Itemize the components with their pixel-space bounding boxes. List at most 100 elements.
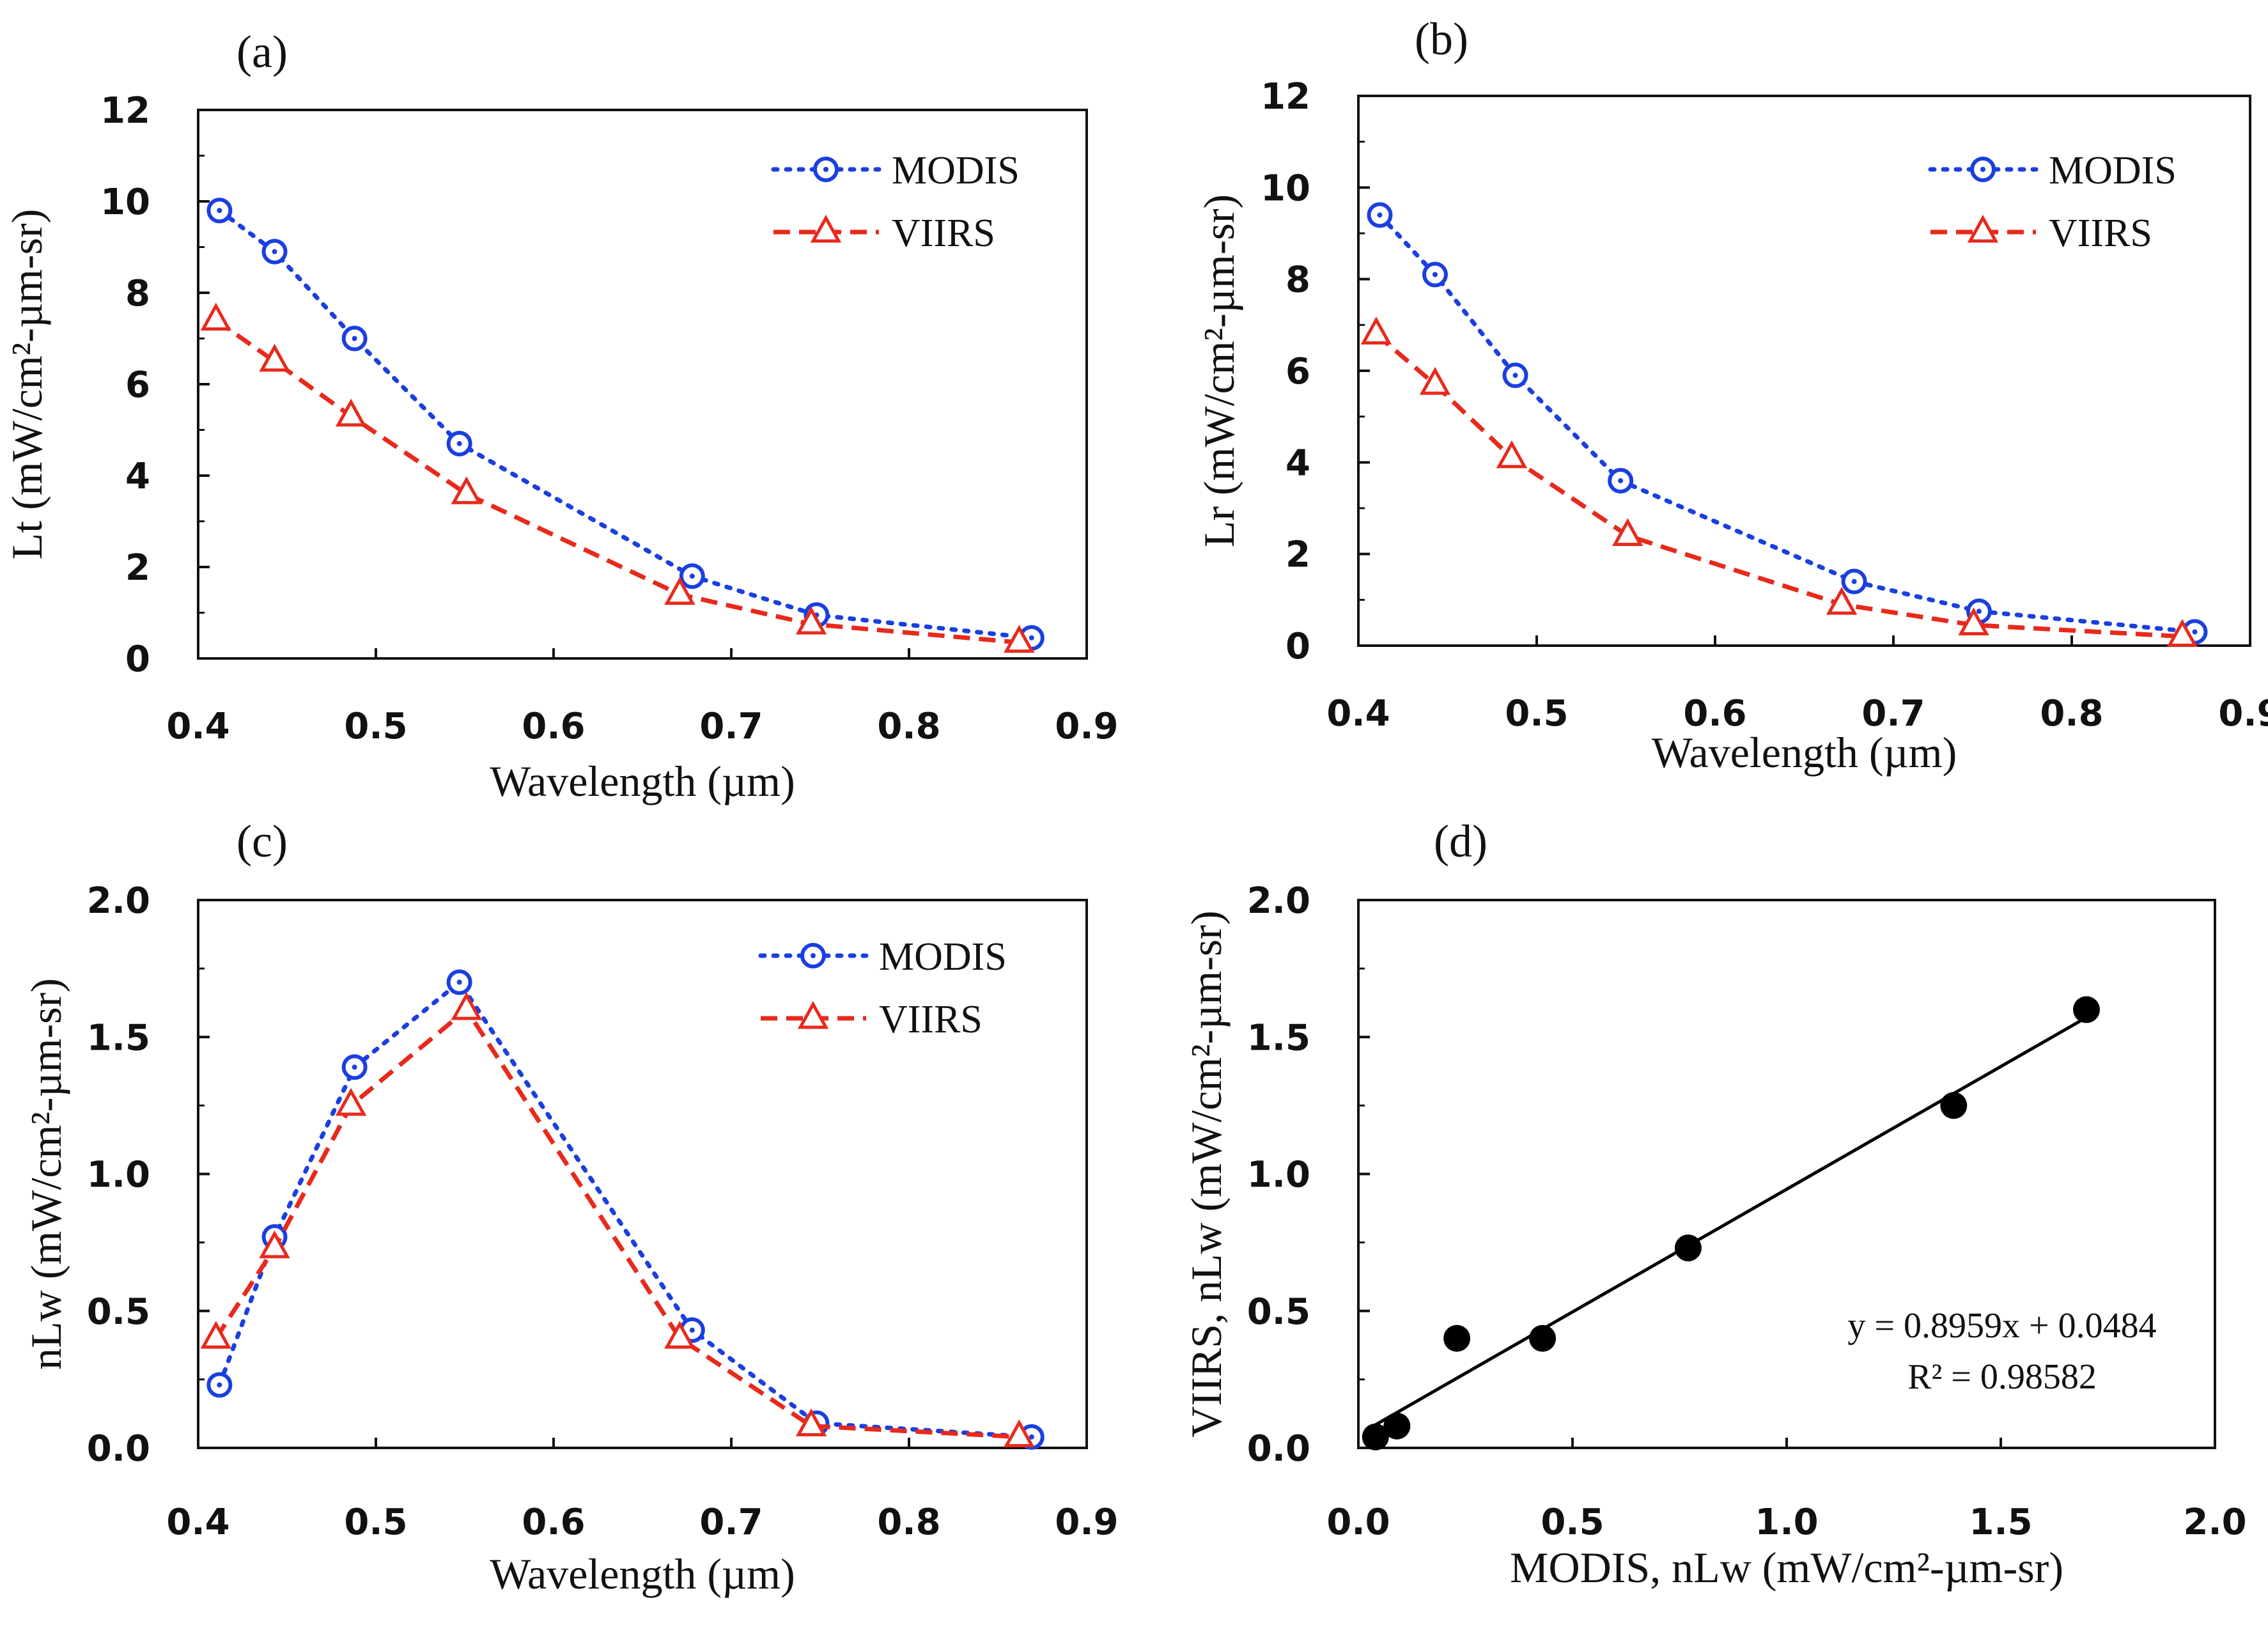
point-viirs	[200, 1321, 232, 1349]
x-tick-label: 0.9	[1055, 1502, 1118, 1543]
panel-label: (c)	[237, 816, 288, 867]
legend-marker-viirs	[1967, 214, 1999, 243]
panel-label: (a)	[237, 26, 288, 77]
x-tick-label: 0.7	[699, 1502, 763, 1543]
point-viirs	[1826, 587, 1858, 615]
point-viirs	[664, 577, 695, 605]
y-tick-label: 0.5	[1247, 1291, 1310, 1333]
y-tick-label: 0.0	[87, 1428, 150, 1470]
point-viirs	[1004, 625, 1035, 653]
point-center-modis	[689, 573, 695, 579]
point-viirs	[1958, 607, 1989, 635]
x-tick-label: 0.7	[699, 706, 763, 747]
point-center-modis	[1029, 1434, 1034, 1440]
y-tick-label: 1.0	[1247, 1154, 1310, 1196]
point-viirs	[795, 1408, 827, 1436]
point-nlw	[1383, 1412, 1411, 1440]
point-viirs	[451, 476, 483, 504]
legend: MODIS VIIRS	[771, 149, 1020, 255]
point-center-modis	[352, 336, 357, 341]
x-tick-label: 0.6	[1683, 693, 1746, 734]
series-line-viirs	[1374, 332, 2183, 639]
point-nlw	[1674, 1234, 1702, 1262]
x-tick-label: 0.4	[166, 706, 229, 747]
series-line-viirs	[214, 1006, 1020, 1440]
y-tick-label: 10	[1261, 167, 1310, 209]
point-viirs	[335, 1087, 367, 1116]
point-viirs	[1496, 440, 1528, 469]
point-nlw	[1940, 1092, 1968, 1119]
x-tick-label: 0.5	[344, 1502, 407, 1543]
y-tick-label: 6	[1285, 351, 1310, 392]
point-viirs	[259, 343, 290, 372]
y-tick-label: 8	[125, 273, 150, 315]
y-tick-label: 1.5	[1247, 1017, 1310, 1059]
point-nlw	[1443, 1325, 1471, 1352]
legend-marker-viirs	[810, 214, 842, 243]
x-axis-title: Wavelength (µm)	[1652, 728, 1957, 777]
x-tick-label: 1.5	[1969, 1502, 2032, 1543]
panel-label: (b)	[1415, 13, 1468, 65]
point-center-modis	[689, 1327, 695, 1333]
legend-marker-center-modis	[1980, 167, 1985, 172]
point-center-modis	[1029, 635, 1034, 641]
point-viirs	[1612, 518, 1643, 547]
y-tick-label: 2.0	[87, 880, 150, 922]
point-center-modis	[272, 249, 277, 254]
y-tick-label: 4	[125, 456, 150, 497]
y-tick-label: 0.5	[87, 1291, 150, 1333]
x-tick-label: 0.5	[1505, 693, 1568, 734]
x-axis-title: Wavelength (µm)	[490, 757, 795, 805]
y-tick-label: 6	[125, 364, 150, 406]
x-tick-label: 0.4	[166, 1502, 229, 1543]
point-viirs	[795, 606, 827, 635]
x-tick-label: 1.0	[1755, 1502, 1818, 1543]
y-axis-title: Lt (mW/cm²-µm-sr)	[3, 209, 51, 560]
point-center-modis	[217, 1382, 222, 1388]
series-line-modis	[1377, 212, 2198, 634]
point-viirs	[1360, 316, 1392, 345]
point-center-modis	[1512, 373, 1518, 378]
panel-c: 0.4 0.5 0.6 0.7 0.8 0.9 0.0 0.5 1.0 1.5 2.0 Wavelen…	[22, 816, 1119, 1598]
y-axis-title: nLw (mW/cm²-µm-sr)	[22, 978, 70, 1370]
point-viirs	[1004, 1419, 1035, 1448]
point-viirs	[2166, 619, 2198, 647]
x-tick-label: 0.0	[1326, 1502, 1390, 1543]
legend: MODIS VIIRS	[758, 935, 1007, 1041]
point-viirs	[664, 1321, 695, 1349]
y-tick-label: 2	[125, 547, 150, 589]
x-tick-label: 0.8	[2040, 693, 2103, 734]
legend-label-modis: MODIS	[879, 935, 1007, 979]
point-viirs	[259, 1230, 290, 1259]
y-tick-label: 0	[125, 639, 150, 680]
x-axis-title: Wavelength (µm)	[490, 1550, 795, 1598]
x-tick-label: 0.8	[877, 706, 940, 747]
panel-a: 0.4 0.5 0.6 0.7 0.8 0.9 0 2 4 6 8 10 12 Wavelength (µ…	[3, 26, 1119, 805]
legend-label-viirs: VIIRS	[892, 212, 995, 255]
point-center-modis	[1976, 609, 1982, 614]
series-line-viirs	[214, 318, 1020, 645]
y-tick-label: 0.0	[1247, 1428, 1310, 1470]
y-axis-title: Lr (mW/cm²-µm-sr)	[1195, 194, 1243, 547]
point-center-modis	[2192, 629, 2198, 635]
y-tick-label: 2.0	[1247, 880, 1310, 922]
point-center-modis	[1851, 579, 1857, 584]
annotation-text: R² = 0.98582	[1907, 1357, 2097, 1397]
x-tick-label: 2.0	[2183, 1502, 2246, 1543]
annotation-text: y = 0.8959x + 0.0484	[1847, 1306, 2156, 1346]
x-tick-label: 0.8	[877, 1502, 940, 1543]
y-tick-label: 2	[1285, 534, 1310, 576]
point-nlw	[2073, 996, 2100, 1023]
x-tick-label: 0.5	[1541, 1502, 1604, 1543]
x-axis-title: MODIS, nLw (mW/cm²-µm-sr)	[1510, 1543, 2063, 1592]
y-tick-label: 12	[100, 90, 150, 132]
trendline	[1366, 1016, 2088, 1431]
point-viirs	[200, 302, 232, 331]
x-tick-label: 0.9	[1055, 706, 1118, 747]
y-tick-label: 1.5	[87, 1017, 150, 1059]
legend-marker-viirs	[797, 1000, 829, 1029]
x-tick-label: 0.4	[1326, 693, 1390, 734]
y-tick-label: 4	[1285, 442, 1310, 484]
point-nlw	[1362, 1423, 1389, 1450]
